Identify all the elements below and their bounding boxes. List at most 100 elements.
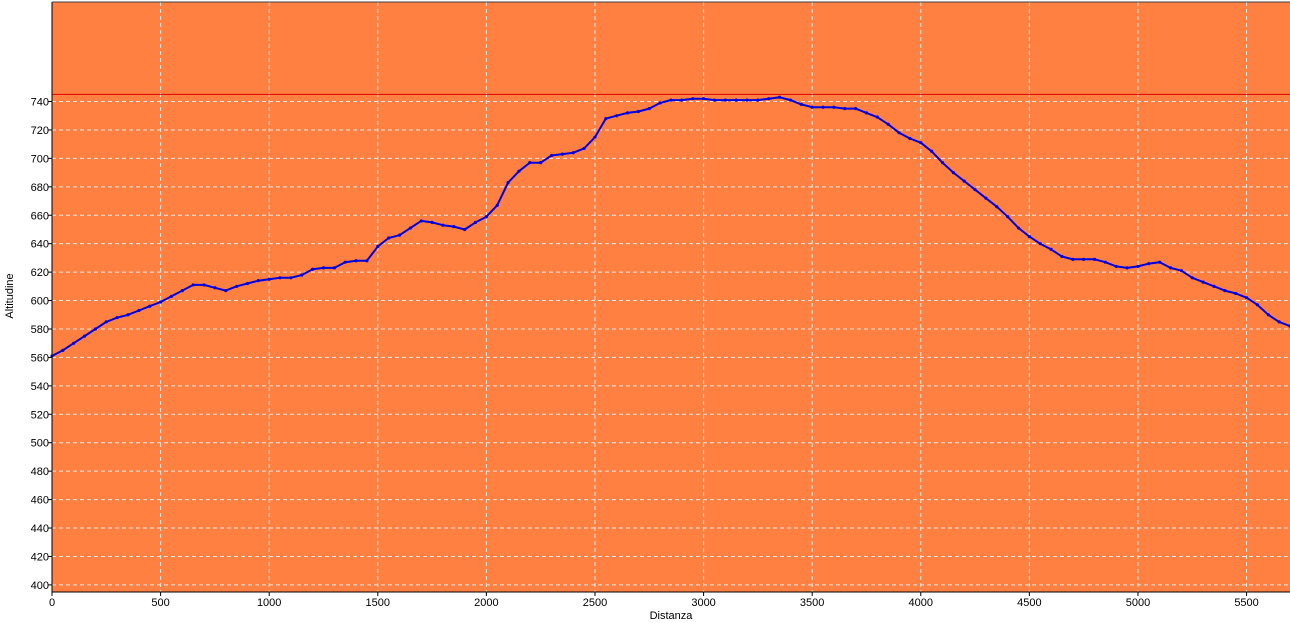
data-point xyxy=(1255,303,1260,307)
data-point xyxy=(1168,266,1173,270)
x-tick-label: 2000 xyxy=(474,597,498,609)
data-point xyxy=(593,135,597,139)
x-axis-title: Distanza xyxy=(650,610,694,622)
y-tick-label: 460 xyxy=(31,495,49,507)
data-point xyxy=(777,95,782,99)
y-tick-label: 520 xyxy=(31,409,49,421)
axes: 400 420 440 460 480 500 520 540 560 580 600 620 640 6… xyxy=(31,1,1290,609)
data-point xyxy=(919,141,923,145)
y-tick-label: 600 xyxy=(31,296,49,308)
data-point xyxy=(473,220,478,224)
y-tick-label: 640 xyxy=(31,239,49,251)
x-tick-label: 4500 xyxy=(1017,597,1041,609)
data-point xyxy=(560,152,565,156)
y-tick-label: 500 xyxy=(31,438,49,450)
data-point xyxy=(278,276,282,280)
x-tick-label: 3000 xyxy=(691,597,715,609)
data-point xyxy=(908,136,912,141)
data-point xyxy=(1006,215,1010,219)
data-point xyxy=(1201,280,1205,284)
data-point xyxy=(930,149,934,153)
data-point xyxy=(1060,254,1064,259)
data-point xyxy=(463,227,467,232)
data-point xyxy=(864,111,869,115)
series-group xyxy=(50,95,1290,358)
data-point xyxy=(756,98,760,102)
data-point xyxy=(1071,257,1075,261)
data-point xyxy=(126,313,130,317)
data-point xyxy=(1212,284,1216,288)
data-point xyxy=(224,289,228,293)
y-tick-label: 420 xyxy=(31,551,49,563)
data-point xyxy=(854,107,858,111)
data-point xyxy=(397,233,402,237)
data-point xyxy=(61,348,65,352)
data-point xyxy=(387,236,391,240)
data-point xyxy=(419,219,423,223)
x-tick-label: 0 xyxy=(49,597,55,609)
data-point xyxy=(213,286,217,290)
data-point xyxy=(875,115,879,119)
data-point xyxy=(137,308,141,313)
data-point xyxy=(82,334,87,338)
y-tick-label: 480 xyxy=(31,466,49,478)
data-point xyxy=(701,97,706,101)
data-point xyxy=(647,107,651,111)
plot-area xyxy=(52,2,1290,592)
data-point xyxy=(549,153,554,158)
data-point xyxy=(734,98,738,102)
x-tick-label: 5500 xyxy=(1234,597,1258,609)
data-point xyxy=(495,203,499,207)
data-point xyxy=(615,114,619,118)
y-tick-label: 400 xyxy=(31,580,49,592)
data-point xyxy=(799,102,803,106)
data-point xyxy=(712,98,717,102)
data-point xyxy=(940,161,945,165)
data-point xyxy=(332,266,336,270)
data-point xyxy=(1147,261,1151,266)
y-tick-label: 680 xyxy=(31,182,49,194)
data-point xyxy=(1158,260,1162,264)
data-point xyxy=(1266,313,1270,317)
data-point xyxy=(767,97,771,101)
data-point xyxy=(300,273,304,277)
data-point xyxy=(441,223,445,227)
data-point xyxy=(1234,291,1238,296)
y-tick-label: 720 xyxy=(31,125,49,137)
x-tick-label: 5000 xyxy=(1126,597,1150,609)
y-tick-label: 540 xyxy=(31,381,49,393)
x-tick-label: 4000 xyxy=(909,597,933,609)
data-point xyxy=(452,225,456,229)
data-point xyxy=(1082,257,1086,261)
data-point xyxy=(821,105,825,109)
x-tick-label: 500 xyxy=(151,597,169,609)
data-point xyxy=(1049,247,1053,251)
data-point xyxy=(408,226,412,230)
y-tick-label: 440 xyxy=(31,523,49,535)
data-point xyxy=(311,267,315,271)
data-point xyxy=(1103,260,1107,264)
y-axis-title: Altitudine xyxy=(4,273,16,318)
y-tick-label: 700 xyxy=(31,153,49,165)
data-point xyxy=(354,259,358,263)
x-tick-label: 3500 xyxy=(800,597,824,609)
data-point xyxy=(1114,264,1118,269)
data-point xyxy=(951,171,955,175)
data-point xyxy=(571,151,575,155)
data-point xyxy=(1223,289,1227,293)
data-point xyxy=(93,327,98,331)
data-point xyxy=(810,105,814,109)
data-point xyxy=(235,284,239,288)
data-point xyxy=(376,244,380,249)
data-point xyxy=(484,215,488,219)
data-point xyxy=(169,294,174,298)
data-point xyxy=(365,259,369,263)
data-point xyxy=(1027,234,1031,239)
data-point xyxy=(202,283,206,287)
data-point xyxy=(658,101,662,105)
data-point xyxy=(886,122,890,126)
data-point xyxy=(289,276,293,280)
data-point xyxy=(669,98,673,102)
data-point xyxy=(430,220,434,224)
